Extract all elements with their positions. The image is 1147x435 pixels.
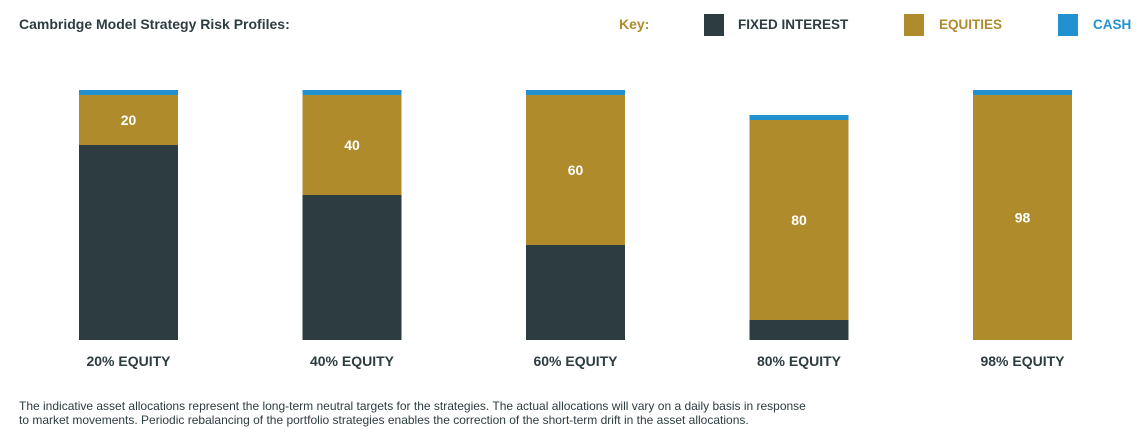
legend-swatch-cash: [1058, 14, 1078, 36]
bar-segment-cash-3: [526, 90, 625, 95]
category-label-3: 60% EQUITY: [533, 353, 618, 369]
bar-segment-cash-1: [79, 90, 178, 95]
legend-label-equities: EQUITIES: [939, 17, 1003, 32]
legend-swatch-fixed-interest: [704, 14, 724, 36]
bar-segment-cash-2: [302, 90, 402, 95]
legend-key-label: Key:: [619, 16, 650, 32]
data-label-equities-3: 60: [568, 162, 584, 178]
category-label-2: 40% EQUITY: [310, 353, 395, 369]
legend-swatch-equities: [904, 14, 924, 36]
bar-segment-fixed-interest-2: [302, 195, 402, 340]
footnote-line-1: The indicative asset allocations represe…: [19, 399, 806, 413]
stacked-bar-chart: 20 20% EQUITY 40 40% EQUITY 60 60% EQUITY 80 80…: [79, 90, 1072, 369]
bar-segment-equities-1: [79, 95, 178, 145]
bar-segment-equities-5: [973, 95, 1072, 340]
data-label-equities-2: 40: [344, 137, 360, 153]
footnote: The indicative asset allocations represe…: [19, 399, 819, 427]
data-label-equities-4: 80: [791, 212, 807, 228]
bar-segment-fixed-interest-3: [526, 245, 625, 340]
bar-segment-fixed-interest-1: [79, 145, 178, 340]
category-label-4: 80% EQUITY: [757, 353, 842, 369]
data-label-equities-1: 20: [121, 112, 137, 128]
bar-segment-cash-4: [749, 115, 849, 120]
bar-segment-fixed-interest-4: [749, 320, 849, 340]
footnote-line-2: to market movements. Periodic rebalancin…: [19, 413, 749, 427]
bar-segment-equities-2: [302, 95, 402, 195]
category-label-1: 20% EQUITY: [86, 353, 171, 369]
legend-label-fixed-interest: FIXED INTEREST: [738, 17, 849, 32]
chart-title: Cambridge Model Strategy Risk Profiles:: [19, 16, 290, 32]
bar-segment-equities-3: [526, 95, 625, 245]
legend-label-cash: CASH: [1093, 17, 1132, 32]
data-label-equities-5: 98: [1015, 210, 1031, 226]
bar-segment-equities-4: [749, 120, 849, 320]
bar-segment-cash-5: [973, 90, 1072, 95]
category-label-5: 98% EQUITY: [980, 353, 1065, 369]
